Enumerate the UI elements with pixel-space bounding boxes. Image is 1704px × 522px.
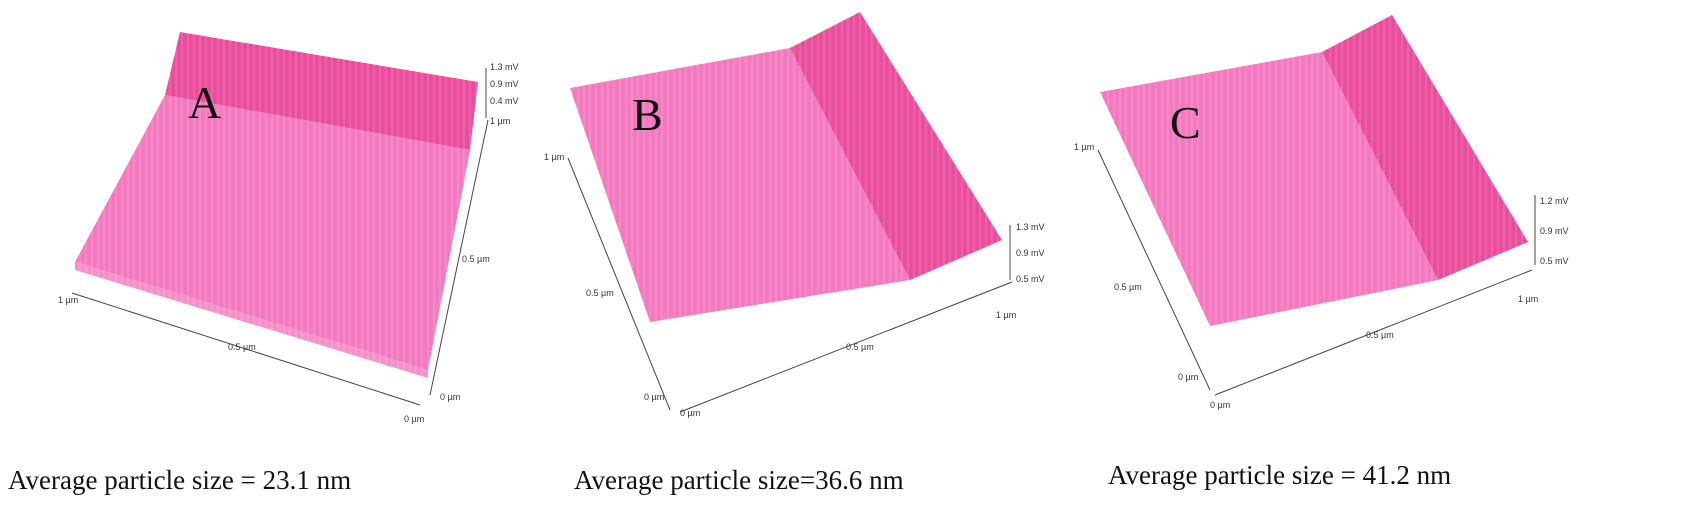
x-axis [71,292,421,406]
surface-plot-a: 1 µm 0.5 µm 0 µm 0 µm 0.5 µm 1 µm 1.3 mV… [0,0,540,424]
surface-plot-c: 1 µm 0.5 µm 0 µm 0 µm 0.5 µm 1 µm 1.2 mV… [1070,0,1704,410]
y-tick: 1 µm [544,152,564,162]
y-axis [429,119,489,396]
z-tick: 0.5 mV [1540,256,1569,266]
y-axis [567,157,671,411]
z-tick: 1.3 mV [1016,222,1045,232]
caption: Average particle size = 23.1 nm [8,465,352,495]
x-tick: 0.5 µm [1366,330,1394,340]
y-tick: 0 µm [644,392,664,402]
z-tick: 0.5 mV [1016,274,1045,284]
panel-b: 1 µm 0.5 µm 0 µm 0 µm 0.5 µm 1 µm 1.3 mV… [540,0,1070,522]
y-tick: 1 µm [1074,142,1094,152]
x-tick: 0 µm [1210,400,1230,410]
x-tick: 0.5 µm [228,342,256,352]
z-tick: 0.4 mV [490,96,519,106]
z-tick: 1.2 mV [1540,196,1569,206]
y-tick: 0.5 µm [1114,282,1142,292]
x-tick: 1 µm [1518,294,1538,304]
panel-label: C [1170,97,1201,148]
y-axis [1097,149,1211,391]
caption: Average particle size = 41.2 nm [1108,460,1452,490]
panel-a: 1 µm 0.5 µm 0 µm 0 µm 0.5 µm 1 µm 1.3 mV… [0,0,540,522]
y-tick: 0 µm [1178,372,1198,382]
y-tick: 0.5 µm [586,288,614,298]
x-tick: 0.5 µm [846,342,874,352]
x-tick: 1 µm [996,310,1016,320]
panel-c: 1 µm 0.5 µm 0 µm 0 µm 0.5 µm 1 µm 1.2 mV… [1070,0,1704,522]
panel-label: A [188,77,221,128]
y-tick: 1 µm [490,116,510,126]
x-tick: 1 µm [58,295,78,305]
y-tick: 0 µm [440,392,460,402]
z-tick: 0.9 mV [490,79,519,89]
surface-plot-b: 1 µm 0.5 µm 0 µm 0 µm 0.5 µm 1 µm 1.3 mV… [540,0,1070,418]
z-tick: 0.9 mV [1540,226,1569,236]
z-tick: 0.9 mV [1016,248,1045,258]
panel-label: B [632,89,663,140]
y-tick: 0.5 µm [462,254,490,264]
x-axis [1214,269,1533,396]
caption: Average particle size=36.6 nm [574,465,904,495]
z-tick: 1.3 mV [490,62,519,72]
x-tick: 0 µm [404,414,424,424]
x-axis [679,281,1013,413]
x-tick: 0 µm [680,408,700,418]
